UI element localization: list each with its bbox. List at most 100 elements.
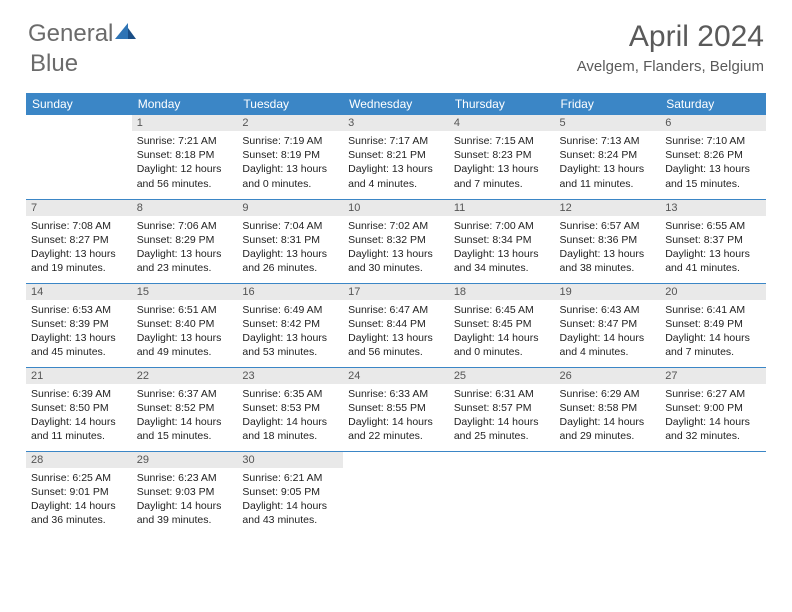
day-number: 25: [449, 368, 555, 384]
sunset-line: Sunset: 8:18 PM: [137, 149, 215, 161]
day-number: 2: [237, 115, 343, 131]
sunset-line: Sunset: 8:29 PM: [137, 234, 215, 246]
daylight-line: Daylight: 13 hours and 26 minutes.: [242, 248, 327, 274]
calendar-empty-cell: [343, 451, 449, 535]
daylight-line: Daylight: 14 hours and 7 minutes.: [665, 332, 750, 358]
calendar-day-cell: 21Sunrise: 6:39 AMSunset: 8:50 PMDayligh…: [26, 367, 132, 451]
sunset-line: Sunset: 9:03 PM: [137, 486, 215, 498]
day-content: Sunrise: 6:29 AMSunset: 8:58 PMDaylight:…: [555, 384, 661, 448]
day-number: 5: [555, 115, 661, 131]
logo: General: [28, 20, 139, 48]
sunset-line: Sunset: 9:00 PM: [665, 402, 743, 414]
day-content: Sunrise: 6:33 AMSunset: 8:55 PMDaylight:…: [343, 384, 449, 448]
calendar-day-cell: 9Sunrise: 7:04 AMSunset: 8:31 PMDaylight…: [237, 199, 343, 283]
day-number: 30: [237, 452, 343, 468]
day-number: 20: [660, 284, 766, 300]
title-block: April 2024 Avelgem, Flanders, Belgium: [577, 20, 764, 75]
day-number: 18: [449, 284, 555, 300]
calendar-day-cell: 15Sunrise: 6:51 AMSunset: 8:40 PMDayligh…: [132, 283, 238, 367]
calendar-day-cell: 24Sunrise: 6:33 AMSunset: 8:55 PMDayligh…: [343, 367, 449, 451]
day-number: 16: [237, 284, 343, 300]
calendar-day-cell: 14Sunrise: 6:53 AMSunset: 8:39 PMDayligh…: [26, 283, 132, 367]
weekday-header: Saturday: [660, 93, 766, 115]
day-content: Sunrise: 7:19 AMSunset: 8:19 PMDaylight:…: [237, 131, 343, 195]
sunrise-line: Sunrise: 6:25 AM: [31, 472, 111, 484]
sunset-line: Sunset: 8:44 PM: [348, 318, 426, 330]
calendar-body: 1Sunrise: 7:21 AMSunset: 8:18 PMDaylight…: [26, 115, 766, 535]
calendar-day-cell: 1Sunrise: 7:21 AMSunset: 8:18 PMDaylight…: [132, 115, 238, 199]
daylight-line: Daylight: 14 hours and 36 minutes.: [31, 500, 116, 526]
sunrise-line: Sunrise: 6:57 AM: [560, 220, 640, 232]
sunrise-line: Sunrise: 6:21 AM: [242, 472, 322, 484]
daylight-line: Daylight: 13 hours and 53 minutes.: [242, 332, 327, 358]
day-content: Sunrise: 6:57 AMSunset: 8:36 PMDaylight:…: [555, 216, 661, 280]
daylight-line: Daylight: 13 hours and 19 minutes.: [31, 248, 116, 274]
sunrise-line: Sunrise: 6:37 AM: [137, 388, 217, 400]
sunset-line: Sunset: 8:42 PM: [242, 318, 320, 330]
day-content: Sunrise: 6:25 AMSunset: 9:01 PMDaylight:…: [26, 468, 132, 532]
location: Avelgem, Flanders, Belgium: [577, 58, 764, 75]
calendar-day-cell: 12Sunrise: 6:57 AMSunset: 8:36 PMDayligh…: [555, 199, 661, 283]
sunrise-line: Sunrise: 7:19 AM: [242, 135, 322, 147]
calendar-day-cell: 8Sunrise: 7:06 AMSunset: 8:29 PMDaylight…: [132, 199, 238, 283]
calendar-day-cell: 7Sunrise: 7:08 AMSunset: 8:27 PMDaylight…: [26, 199, 132, 283]
day-content: Sunrise: 6:41 AMSunset: 8:49 PMDaylight:…: [660, 300, 766, 364]
calendar-day-cell: 22Sunrise: 6:37 AMSunset: 8:52 PMDayligh…: [132, 367, 238, 451]
sunrise-line: Sunrise: 7:04 AM: [242, 220, 322, 232]
sunset-line: Sunset: 8:26 PM: [665, 149, 743, 161]
sunset-line: Sunset: 9:05 PM: [242, 486, 320, 498]
day-content: Sunrise: 7:06 AMSunset: 8:29 PMDaylight:…: [132, 216, 238, 280]
sunset-line: Sunset: 8:50 PM: [31, 402, 109, 414]
daylight-line: Daylight: 13 hours and 45 minutes.: [31, 332, 116, 358]
day-content: Sunrise: 7:08 AMSunset: 8:27 PMDaylight:…: [26, 216, 132, 280]
calendar-day-cell: 26Sunrise: 6:29 AMSunset: 8:58 PMDayligh…: [555, 367, 661, 451]
sunrise-line: Sunrise: 7:02 AM: [348, 220, 428, 232]
sunset-line: Sunset: 8:55 PM: [348, 402, 426, 414]
day-content: Sunrise: 6:31 AMSunset: 8:57 PMDaylight:…: [449, 384, 555, 448]
day-content: Sunrise: 6:27 AMSunset: 9:00 PMDaylight:…: [660, 384, 766, 448]
sunrise-line: Sunrise: 6:45 AM: [454, 304, 534, 316]
day-content: Sunrise: 7:02 AMSunset: 8:32 PMDaylight:…: [343, 216, 449, 280]
sunset-line: Sunset: 8:39 PM: [31, 318, 109, 330]
daylight-line: Daylight: 13 hours and 15 minutes.: [665, 163, 750, 189]
day-content: Sunrise: 6:37 AMSunset: 8:52 PMDaylight:…: [132, 384, 238, 448]
calendar-day-cell: 10Sunrise: 7:02 AMSunset: 8:32 PMDayligh…: [343, 199, 449, 283]
day-number: 9: [237, 200, 343, 216]
calendar-day-cell: 20Sunrise: 6:41 AMSunset: 8:49 PMDayligh…: [660, 283, 766, 367]
weekday-header: Friday: [555, 93, 661, 115]
sunrise-line: Sunrise: 7:21 AM: [137, 135, 217, 147]
sunset-line: Sunset: 8:34 PM: [454, 234, 532, 246]
day-number: 10: [343, 200, 449, 216]
day-content: Sunrise: 6:49 AMSunset: 8:42 PMDaylight:…: [237, 300, 343, 364]
logo-text-1: General: [28, 20, 113, 48]
calendar-day-cell: 4Sunrise: 7:15 AMSunset: 8:23 PMDaylight…: [449, 115, 555, 199]
daylight-line: Daylight: 14 hours and 11 minutes.: [31, 416, 116, 442]
calendar-day-cell: 25Sunrise: 6:31 AMSunset: 8:57 PMDayligh…: [449, 367, 555, 451]
calendar-day-cell: 27Sunrise: 6:27 AMSunset: 9:00 PMDayligh…: [660, 367, 766, 451]
day-content: Sunrise: 7:21 AM Sunset: 8:18 PM Daylight:…: [132, 131, 238, 195]
sunset-line: Sunset: 8:53 PM: [242, 402, 320, 414]
sunrise-line: Sunrise: 6:41 AM: [665, 304, 745, 316]
daylight-line: Daylight: 14 hours and 39 minutes.: [137, 500, 222, 526]
sunset-line: Sunset: 8:37 PM: [665, 234, 743, 246]
day-content: Sunrise: 7:04 AMSunset: 8:31 PMDaylight:…: [237, 216, 343, 280]
calendar-day-cell: 5Sunrise: 7:13 AMSunset: 8:24 PMDaylight…: [555, 115, 661, 199]
day-number: 3: [343, 115, 449, 131]
day-number: 7: [26, 200, 132, 216]
weekday-header: Tuesday: [237, 93, 343, 115]
sunrise-line: Sunrise: 6:33 AM: [348, 388, 428, 400]
sunrise-line: Sunrise: 7:00 AM: [454, 220, 534, 232]
sunset-line: Sunset: 8:58 PM: [560, 402, 638, 414]
day-content: Sunrise: 6:23 AM Sunset: 9:03 PM Daylight:…: [132, 468, 238, 532]
day-number: 11: [449, 200, 555, 216]
day-number: 29: [132, 452, 238, 468]
daylight-line: Daylight: 12 hours and 56 minutes.: [137, 163, 222, 189]
sunrise-line: Sunrise: 6:23 AM: [137, 472, 217, 484]
calendar-day-cell: 18Sunrise: 6:45 AMSunset: 8:45 PMDayligh…: [449, 283, 555, 367]
day-number: 17: [343, 284, 449, 300]
calendar-empty-cell: [26, 115, 132, 199]
day-number: 14: [26, 284, 132, 300]
calendar-empty-cell: [449, 451, 555, 535]
daylight-line: Daylight: 13 hours and 7 minutes.: [454, 163, 539, 189]
sunset-line: Sunset: 8:52 PM: [137, 402, 215, 414]
